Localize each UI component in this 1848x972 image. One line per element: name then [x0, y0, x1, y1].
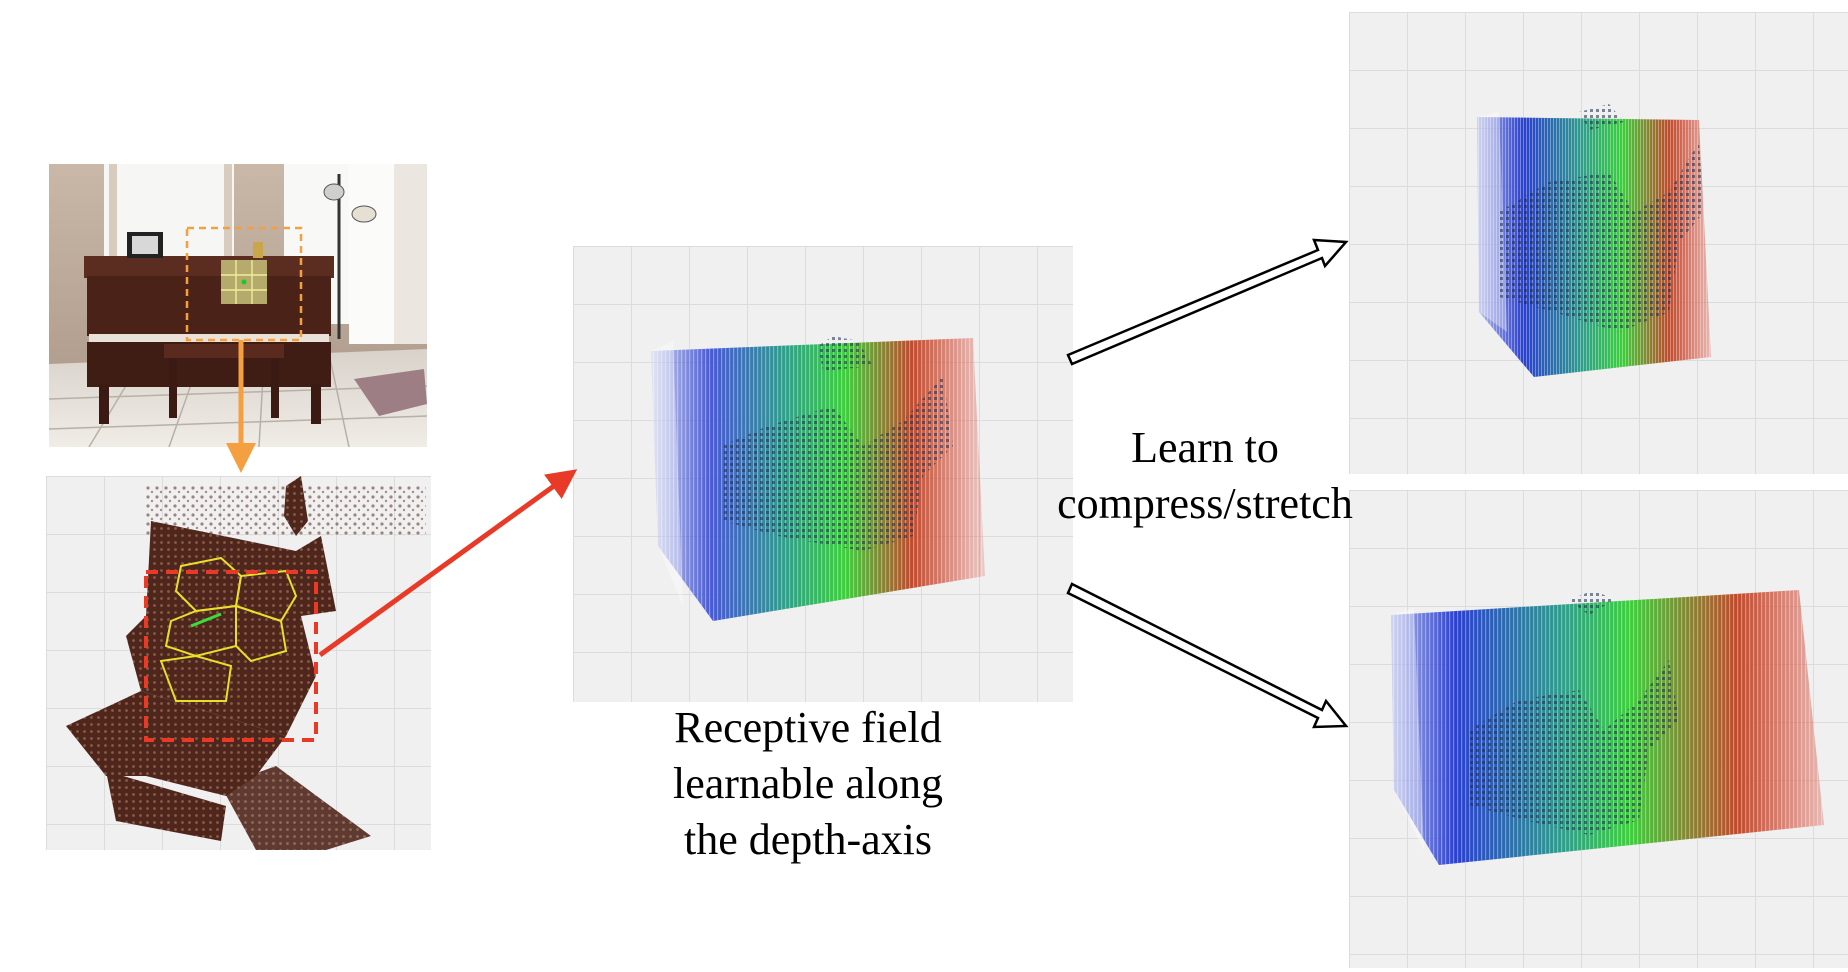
- compressed-volume-icon: [1477, 104, 1711, 377]
- point-cloud-icon: [66, 476, 426, 850]
- stretched-volume-icon: [1391, 590, 1824, 865]
- learn-line-1: Learn to: [1131, 423, 1279, 472]
- learn-line-2: compress/stretch: [1057, 479, 1353, 528]
- volume-panel-center: [573, 246, 1073, 702]
- receptive-line-3: the depth-axis: [683, 815, 933, 864]
- hollow-arrow-down: [1066, 582, 1349, 729]
- room-photo: [49, 164, 427, 447]
- receptive-field-label: Receptive field learnable along the dept…: [608, 700, 1008, 868]
- learn-label: Learn to compress/stretch: [1010, 420, 1400, 532]
- depth-volume-icon: [651, 336, 985, 621]
- volume-panel-stretched: [1349, 490, 1848, 968]
- volume-panel-compressed: [1349, 12, 1848, 474]
- receptive-line-1: Receptive field: [674, 703, 942, 752]
- point-cloud-panel: [46, 476, 431, 850]
- receptive-line-2: learnable along: [673, 759, 943, 808]
- hollow-arrow-up: [1066, 238, 1349, 366]
- piano-room-icon: [49, 164, 427, 447]
